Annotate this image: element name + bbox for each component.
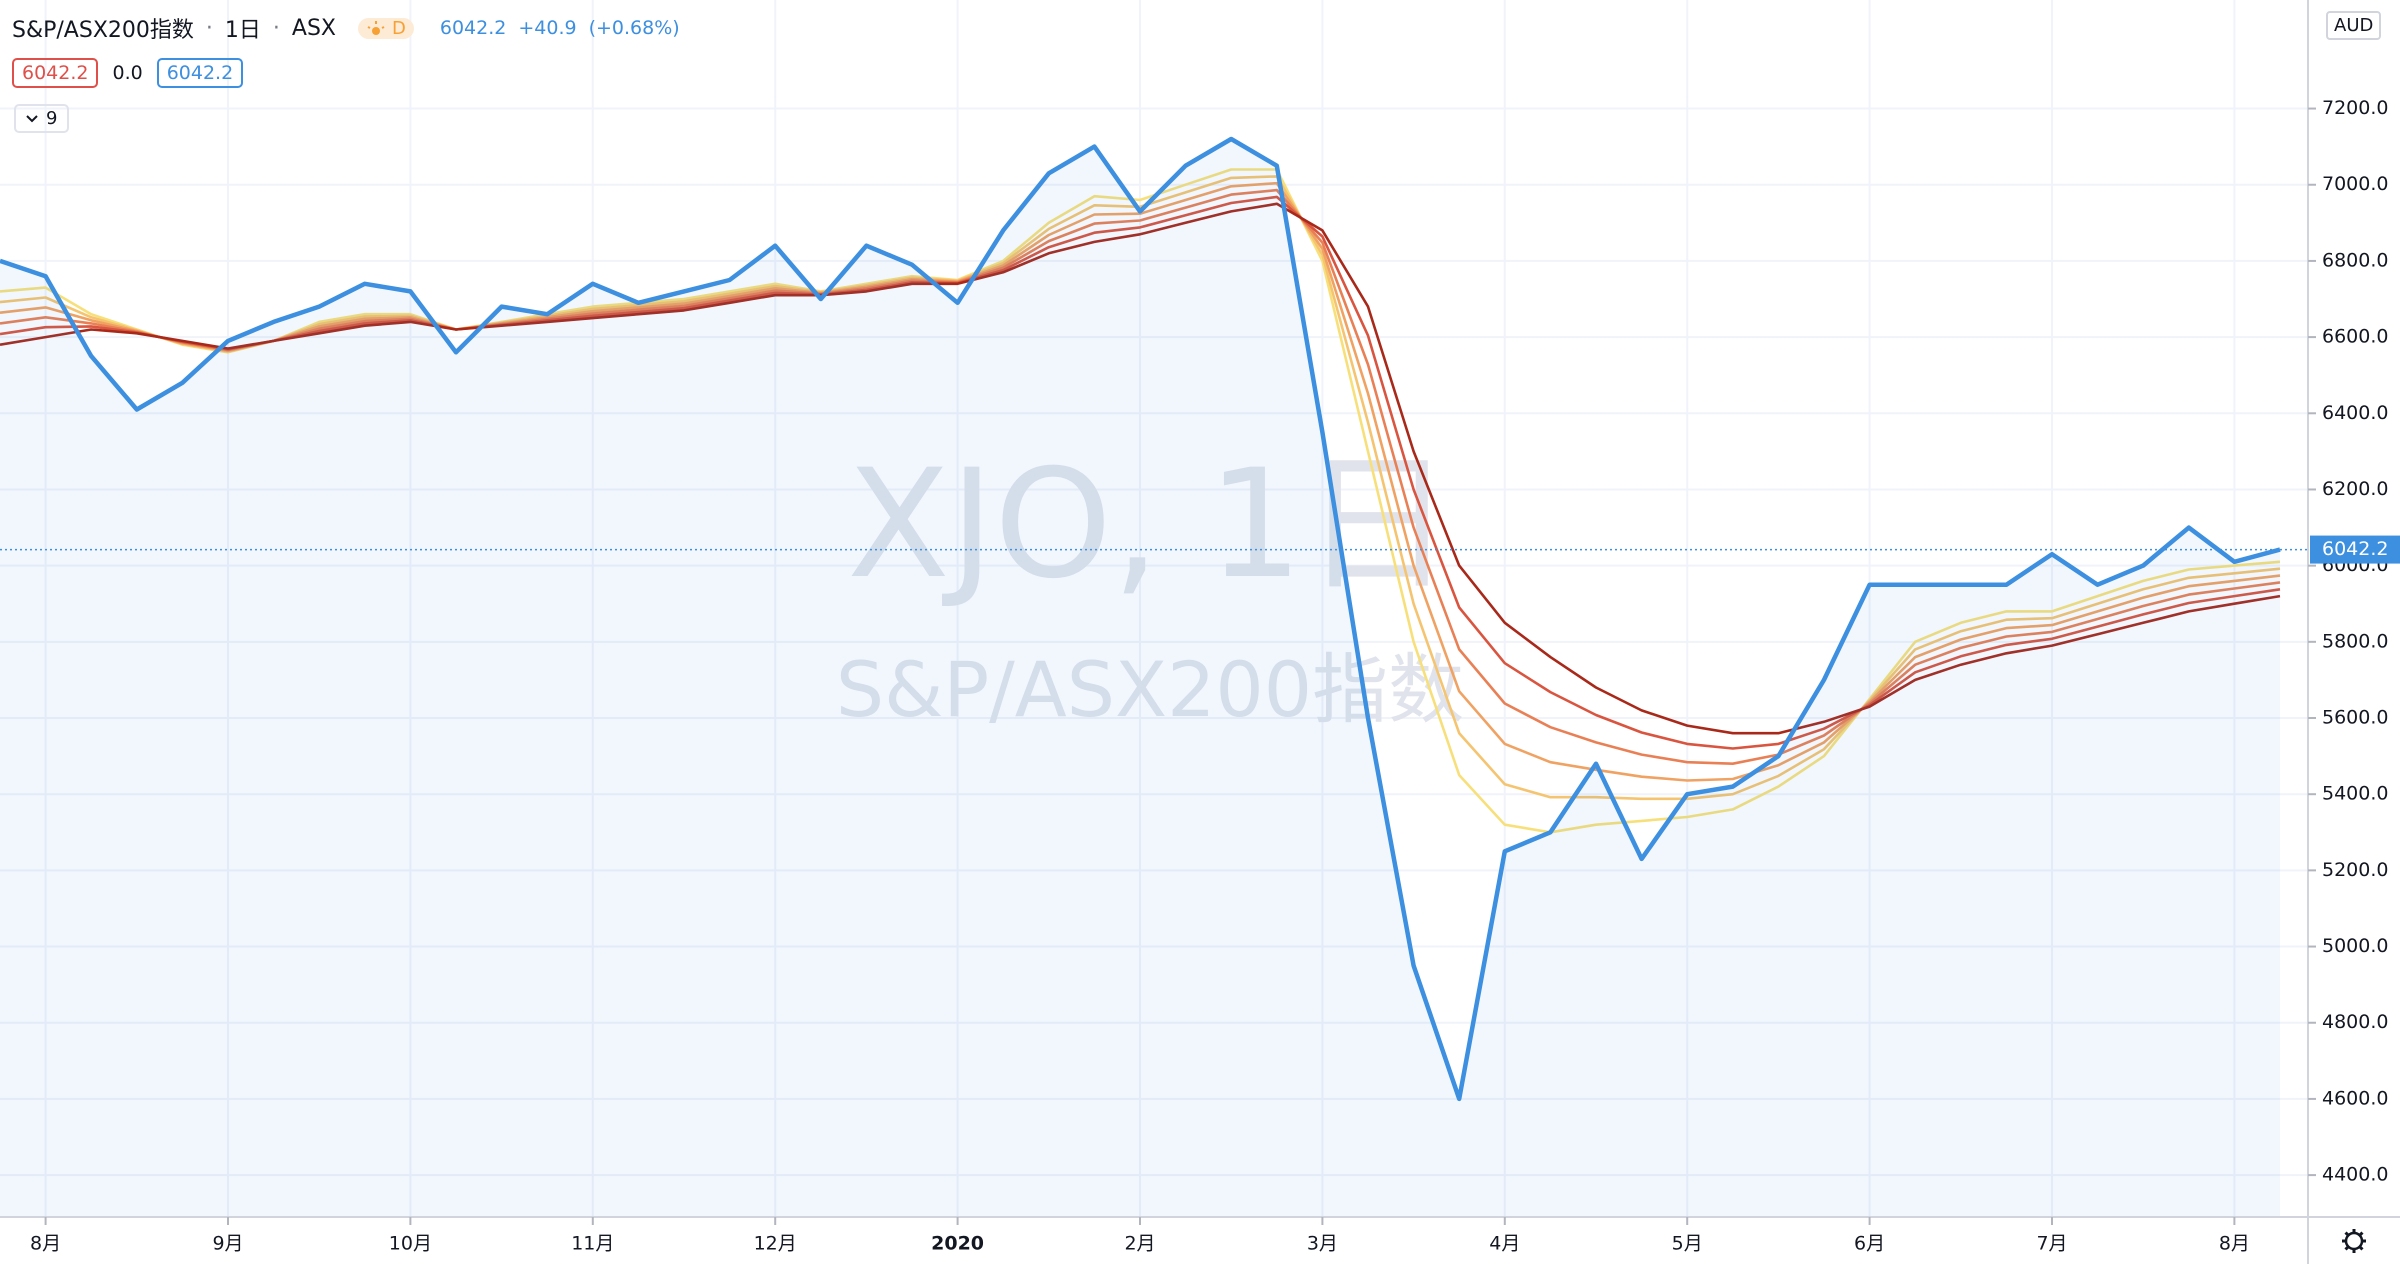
collapse-button[interactable]: 9 — [14, 104, 70, 133]
y-tick-label: 6400.0 — [2322, 402, 2388, 424]
gear-tooth — [2358, 1231, 2364, 1237]
x-tick-label: 9月 — [212, 1233, 243, 1255]
x-tick-label: 7月 — [2036, 1233, 2067, 1255]
x-tick-label: 12月 — [754, 1233, 797, 1255]
plot — [0, 136, 2281, 1217]
x-tick-label: 3月 — [1307, 1233, 1338, 1255]
ribbon-line — [0, 181, 2281, 782]
y-tick-label: 6600.0 — [2322, 326, 2388, 348]
change-pct: (+0.68%) — [588, 17, 680, 39]
x-tick-label: 5月 — [1672, 1233, 1703, 1255]
gear-tooth — [2344, 1231, 2350, 1237]
last-price-label: 6042.2 — [2322, 538, 2388, 560]
y-tick-label: 5600.0 — [2322, 707, 2388, 729]
watermark-symbol: XJO, 1日 — [847, 438, 1453, 612]
gear-tooth — [2344, 1245, 2350, 1251]
ribbon-line — [0, 202, 2281, 735]
exchange: ASX — [291, 15, 336, 41]
currency[interactable]: AUD — [2326, 11, 2382, 40]
sun-icon — [367, 21, 385, 35]
y-tick-label: 5000.0 — [2322, 935, 2388, 957]
indicator-row: 6042.2 0.0 6042.2 — [12, 58, 244, 88]
indicator-value: 6042.2 — [156, 58, 244, 88]
x-tick-label: 6月 — [1854, 1233, 1885, 1255]
indicator-value: 0.0 — [112, 62, 143, 84]
separator: · — [205, 15, 213, 41]
last-price-tag — [2310, 535, 2400, 564]
y-tick-label: 5200.0 — [2322, 859, 2388, 881]
y-tick-label: 5800.0 — [2322, 630, 2388, 652]
gear-ring — [2344, 1231, 2364, 1251]
y-tick-label: 5400.0 — [2322, 783, 2388, 805]
x-tick-label: 8月 — [2219, 1233, 2250, 1255]
x-tick-label: 8月 — [30, 1233, 61, 1255]
symbol[interactable]: S&P/ASX200指数 — [12, 18, 194, 43]
x-tick-label: 4月 — [1489, 1233, 1520, 1255]
x-tick-label: 10月 — [389, 1233, 432, 1255]
separator: · — [272, 15, 280, 41]
price-line — [0, 136, 2281, 1102]
price: 6042.2 — [439, 17, 507, 39]
legend-header: S&P/ASX200指数 · 1日 · ASX D 6042.2 +40.9 (… — [12, 10, 680, 46]
y-tick-label: 7000.0 — [2322, 173, 2388, 195]
y-tick-label: 4800.0 — [2322, 1011, 2388, 1033]
gear-tooth — [2358, 1245, 2364, 1251]
y-tick-label: 7200.0 — [2322, 97, 2388, 119]
ribbon-line — [0, 175, 2281, 801]
ribbon-line — [0, 188, 2281, 765]
x-tick-label: 2020 — [931, 1233, 984, 1255]
indicator-count: 9 — [46, 108, 58, 129]
indicator-value: 6042.2 — [12, 58, 99, 88]
x-tick-label: 11月 — [571, 1233, 614, 1255]
price-area — [0, 139, 2280, 1217]
y-tick-label: 4600.0 — [2322, 1087, 2388, 1109]
market-status[interactable]: D — [357, 17, 414, 39]
interval: 1日 — [224, 18, 261, 43]
ribbon-line — [0, 195, 2281, 750]
chevron — [26, 114, 38, 122]
badge: D — [391, 17, 406, 39]
y-tick-label: 4400.0 — [2322, 1164, 2388, 1186]
ribbon-line — [0, 168, 2281, 834]
y-tick-label: 6200.0 — [2322, 478, 2388, 500]
change: +40.9 — [518, 17, 577, 39]
settings-button[interactable] — [2342, 1229, 2366, 1253]
y-tick-label: 6800.0 — [2322, 249, 2388, 271]
x-tick-label: 2月 — [1124, 1233, 1155, 1255]
